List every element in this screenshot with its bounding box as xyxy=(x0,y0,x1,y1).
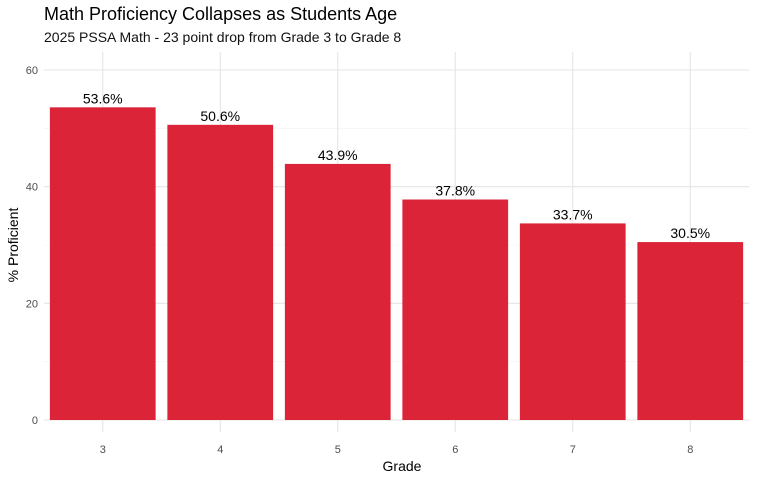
data-label: 30.5% xyxy=(670,225,710,241)
bar-grade-8 xyxy=(637,242,744,420)
y-axis-title: % Proficient xyxy=(5,208,21,283)
x-tick-label: 6 xyxy=(452,444,458,456)
data-label: 37.8% xyxy=(435,183,475,199)
data-label: 43.9% xyxy=(318,147,358,163)
y-tick-label: 0 xyxy=(32,415,38,427)
bar-grade-4 xyxy=(167,124,274,420)
y-axis-ticks: 0 20 40 60 xyxy=(26,65,38,427)
bar-grade-5 xyxy=(284,163,391,420)
bar-grade-7 xyxy=(519,223,626,420)
y-tick-label: 20 xyxy=(26,298,38,310)
y-tick-label: 40 xyxy=(26,182,38,194)
data-label: 50.6% xyxy=(200,108,240,124)
chart-subtitle: 2025 PSSA Math - 23 point drop from Grad… xyxy=(44,29,402,45)
data-labels: 53.6% 50.6% 43.9% 37.8% 33.7% 30.5% xyxy=(83,90,710,241)
y-tick-label: 60 xyxy=(26,65,38,77)
x-axis-title: Grade xyxy=(383,458,422,474)
x-axis-ticks: 3 4 5 6 7 8 xyxy=(100,444,694,456)
bar-grade-6 xyxy=(402,199,509,420)
data-label: 53.6% xyxy=(83,90,123,106)
bar-grade-3 xyxy=(49,107,156,420)
x-tick-label: 4 xyxy=(217,444,223,456)
chart-title: Math Proficiency Collapses as Students A… xyxy=(44,4,398,24)
x-tick-label: 8 xyxy=(687,444,693,456)
x-tick-label: 3 xyxy=(100,444,106,456)
x-tick-label: 7 xyxy=(570,444,576,456)
bars xyxy=(49,107,744,420)
data-label: 33.7% xyxy=(553,206,593,222)
x-tick-label: 5 xyxy=(335,444,341,456)
